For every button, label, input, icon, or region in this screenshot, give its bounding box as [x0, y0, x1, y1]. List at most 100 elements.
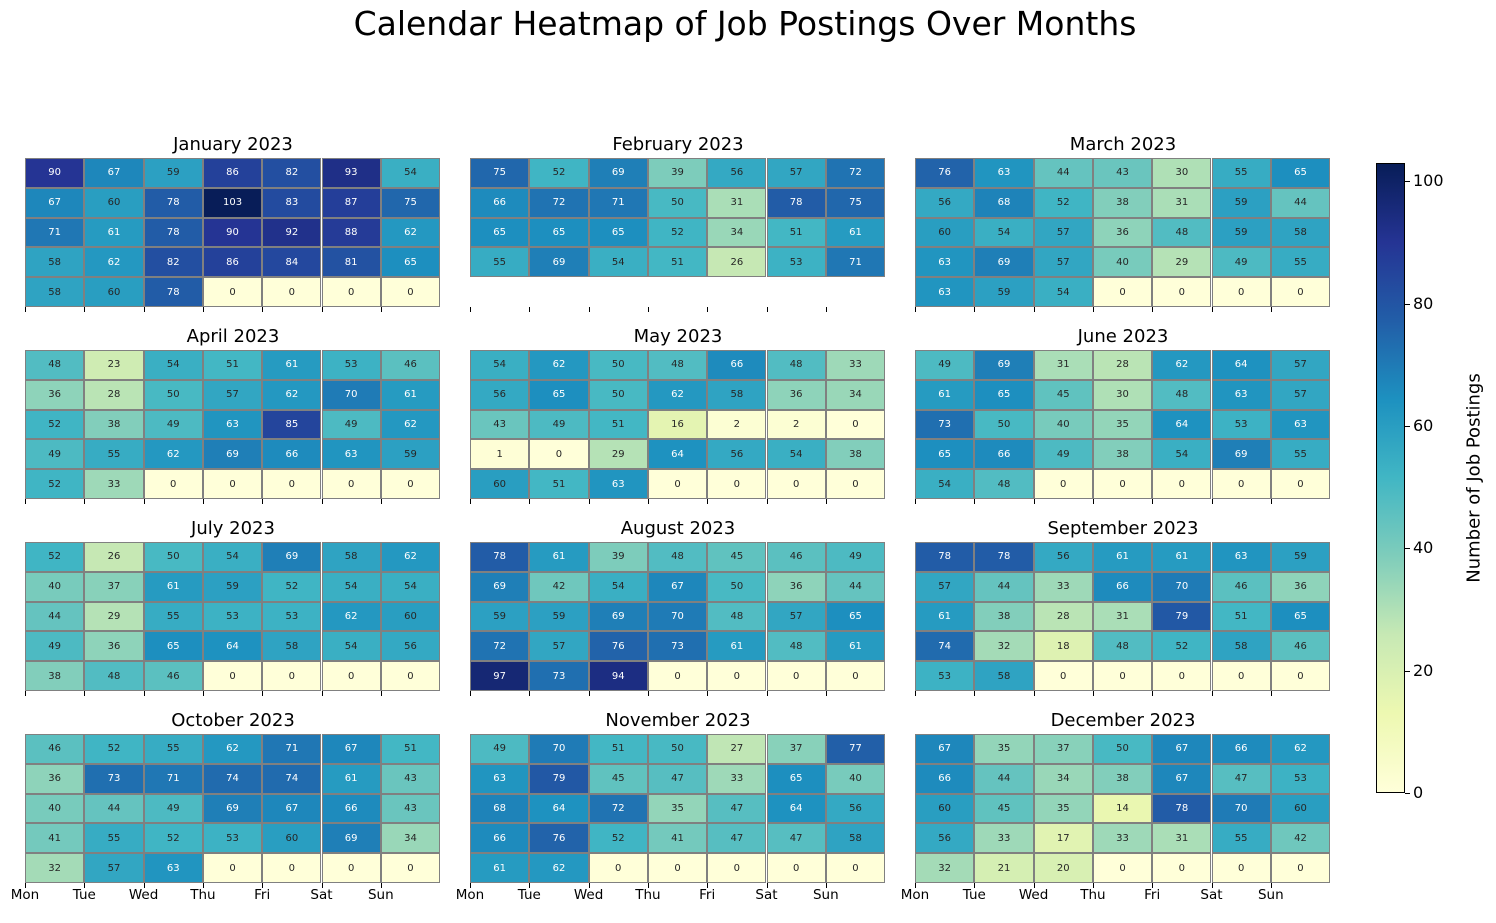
- x-tick: [380, 307, 382, 312]
- heatmap-cell: 62: [143, 439, 203, 470]
- x-tick: [915, 499, 916, 504]
- chart-title: Calendar Heatmap of Job Postings Over Mo…: [353, 4, 1137, 43]
- heatmap-cell: 69: [470, 571, 530, 602]
- heatmap-cell: 38: [1092, 439, 1153, 470]
- heatmap-cell: 50: [588, 379, 648, 410]
- heatmap-cell: 65: [1270, 158, 1331, 188]
- heatmap-cell: 32: [915, 853, 975, 883]
- heatmap-cell: 0: [262, 469, 322, 499]
- x-tick: [825, 691, 827, 696]
- heatmap-cell: 38: [825, 439, 886, 470]
- heatmap-cell: 44: [974, 763, 1034, 794]
- x-tick: [529, 307, 531, 312]
- heatmap-cell: 62: [1152, 350, 1212, 380]
- heatmap-cell: 40: [25, 793, 85, 824]
- x-tick: [707, 883, 709, 888]
- day-label: Tue: [517, 887, 541, 903]
- heatmap-cell: 0: [1270, 661, 1331, 691]
- month-panel: October 2023 46 52 55 62 71 67 51 36 73 71 74 74 61 43…: [11, 710, 441, 903]
- heatmap-cell: 52: [1033, 187, 1093, 218]
- heatmap-cell: 55: [470, 247, 530, 278]
- heatmap-cell: 75: [825, 187, 886, 218]
- heatmap-cell: 51: [588, 734, 648, 764]
- heatmap-cell: 0: [766, 853, 826, 883]
- x-tick: [1033, 883, 1035, 888]
- heatmap-cell: 51: [529, 469, 589, 499]
- heatmap-cell: 45: [707, 542, 767, 572]
- heatmap-cell: 62: [84, 247, 144, 278]
- day-label: Mon: [900, 887, 930, 903]
- heatmap-cell: 81: [321, 247, 381, 278]
- heatmap-cell: 69: [202, 439, 263, 470]
- heatmap-cell: 41: [25, 823, 85, 854]
- heatmap-cell: 48: [1152, 217, 1212, 248]
- day-label: Sat: [310, 887, 333, 903]
- x-tick: [766, 307, 768, 312]
- heatmap-cell: 59: [974, 277, 1034, 307]
- day-label: Fri: [254, 887, 271, 903]
- heatmap-cell: 47: [707, 823, 767, 854]
- heatmap-grid: 49 69 31 28 62 64 57 61 65 45 30 48 63 57 73 50 40 35 64 53…: [915, 350, 1331, 499]
- heatmap-cell: 0: [1152, 661, 1212, 691]
- heatmap-cell: 57: [915, 571, 975, 602]
- heatmap-cell: 63: [974, 158, 1034, 188]
- x-tick: [1092, 499, 1094, 504]
- heatmap-cell: 75: [470, 158, 530, 188]
- x-tick: [825, 883, 827, 888]
- heatmap-cell: 73: [647, 631, 708, 662]
- heatmap-cell: 46: [25, 734, 85, 764]
- heatmap-cell: 0: [1033, 661, 1093, 691]
- heatmap-cell: 48: [25, 350, 85, 380]
- heatmap-cell: 63: [1211, 379, 1271, 410]
- day-label: Sat: [755, 887, 778, 903]
- heatmap-cell: 78: [974, 542, 1034, 572]
- heatmap-cell: 35: [1092, 409, 1153, 440]
- heatmap-cell: 59: [380, 439, 441, 470]
- heatmap-grid: 49 70 51 50 27 37 77 63 79 45 47 33 65 40 68 64 72 35 47 64…: [470, 734, 886, 883]
- heatmap-cell: 64: [766, 793, 826, 824]
- heatmap-cell: 61: [915, 601, 975, 632]
- x-tick: [1211, 499, 1213, 504]
- heatmap-cell: 63: [143, 853, 203, 883]
- heatmap-cell: 50: [588, 350, 648, 380]
- heatmap-cell: 44: [1270, 187, 1331, 218]
- heatmap-cell: 49: [321, 409, 381, 440]
- heatmap-cell: 58: [25, 247, 85, 278]
- heatmap-cell: 61: [1152, 542, 1212, 572]
- heatmap-cell: 0: [1092, 661, 1153, 691]
- heatmap-cell: 51: [1211, 601, 1271, 632]
- heatmap-cell: 78: [915, 542, 975, 572]
- heatmap-cell: 65: [588, 217, 648, 248]
- heatmap-cell: 52: [1152, 631, 1212, 662]
- heatmap-cell: 93: [321, 158, 381, 188]
- x-tick: [1092, 883, 1094, 888]
- heatmap-cell: 57: [1033, 217, 1093, 248]
- heatmap-cell: 0: [1152, 853, 1212, 883]
- heatmap-cell: 50: [707, 571, 767, 602]
- x-tick: [529, 883, 531, 888]
- x-tick: [707, 691, 709, 696]
- x-tick: [1152, 499, 1154, 504]
- heatmap-cell: 51: [588, 409, 648, 440]
- day-label: Tue: [72, 887, 96, 903]
- colorbar-tick-label: 60: [1413, 416, 1434, 435]
- x-tick: [25, 307, 26, 312]
- heatmap-cell: 57: [84, 853, 144, 883]
- heatmap-cell: 31: [1152, 187, 1212, 218]
- month-panel: May 2023 54 62 50 48 66 48 33 56 65 50 62 58 36 34 43 49…: [470, 326, 886, 504]
- heatmap-cell: 60: [262, 823, 322, 854]
- heatmap-cell: 49: [143, 793, 203, 824]
- x-tick: [1092, 691, 1094, 696]
- heatmap-cell: 44: [974, 571, 1034, 602]
- month-title: December 2023: [1050, 710, 1196, 731]
- heatmap-cell: 56: [470, 379, 530, 410]
- heatmap-cell: 71: [143, 763, 203, 794]
- heatmap-cell: 55: [143, 601, 203, 632]
- heatmap-cell: 70: [647, 601, 708, 632]
- heatmap-cell: 31: [707, 187, 767, 218]
- heatmap-cell: 0: [143, 469, 203, 499]
- x-tick: [202, 691, 204, 696]
- month-panel: January 2023 90 67 59 86 82 93 54 67 60 78 103 83 87 7…: [25, 134, 441, 312]
- x-tick: [1211, 307, 1213, 312]
- month-panel: September 2023 78 78 56 61 61 63 59 57 44 33 66 70 46…: [915, 518, 1331, 696]
